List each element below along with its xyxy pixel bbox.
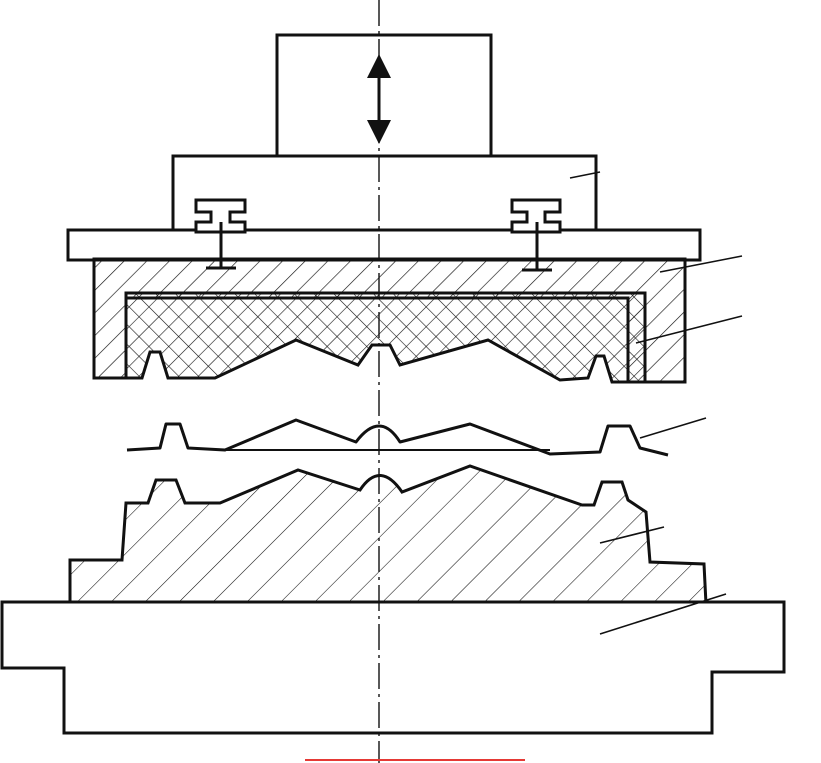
formed-sheet-part [126, 418, 669, 457]
lower-punch [68, 464, 708, 606]
leader-lines [569, 171, 743, 635]
press-ram [275, 33, 493, 159]
press-bed [0, 600, 786, 735]
upper-clamping-plate [66, 228, 702, 262]
upper-die-insert [124, 291, 647, 384]
